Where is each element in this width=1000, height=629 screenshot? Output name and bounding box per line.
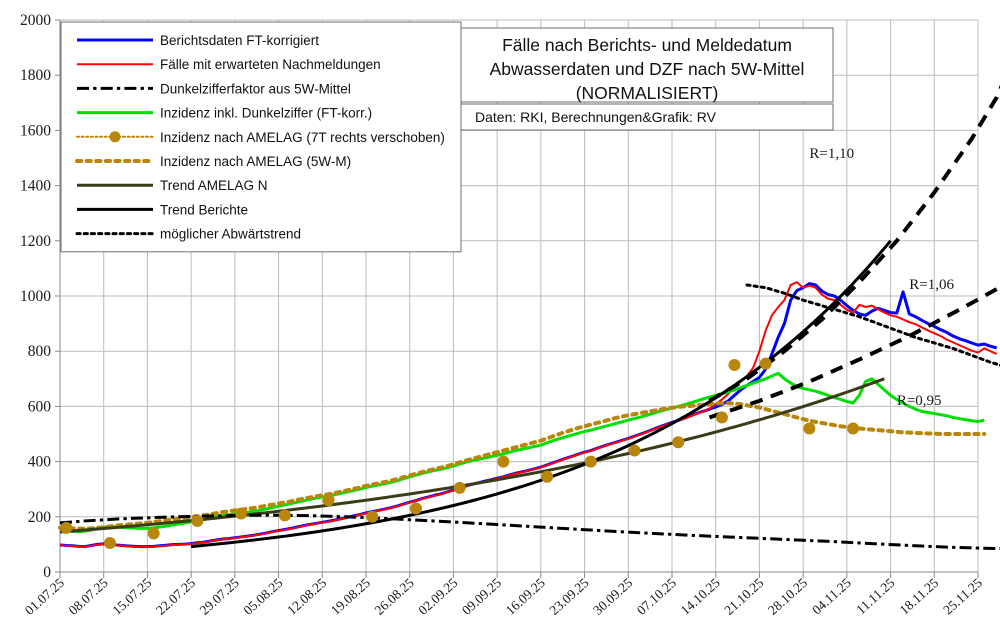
legend-item-label: Trend AMELAG N [160,178,268,193]
y-axis-tick-label: 1000 [20,288,51,305]
x-axis-tick-label: 02.09.25 [415,575,460,618]
x-axis-tick-label: 19.08.25 [328,575,373,618]
y-axis-tick-label: 400 [28,454,52,471]
chart-title-line: Fälle nach Berichts- und Meldedatum [502,35,792,55]
legend-item-label: Inzidenz nach AMELAG (7T rechts verschob… [160,130,445,145]
x-axis-tick-label: 16.09.25 [503,575,548,618]
annotation-r-label: R=1,10 [809,146,854,162]
data-point-marker [453,481,466,494]
x-axis-tick-label: 25.11.25 [940,575,985,618]
y-axis-tick-label: 1400 [20,178,51,195]
data-point-marker [366,510,379,523]
data-point-marker [803,422,816,435]
data-point-marker [628,444,641,457]
x-axis-tick-label: 22.07.25 [153,575,198,618]
x-axis-tick-label: 28.10.25 [765,575,810,618]
y-axis-tick-label: 600 [28,398,52,415]
annotation-layer: R=1,10 R=1,06 R=0,95 [809,146,954,409]
x-axis-tick-label: 29.07.25 [197,575,242,618]
subtitle-box [460,103,834,131]
y-axis-tick-label: 0 [43,564,51,581]
annotation-r-label: R=0,95 [897,393,942,409]
series-line [59,371,985,534]
legend-item-label: möglicher Abwärtstrend [160,227,301,242]
legend-item-label: Trend Berichte [160,202,248,217]
series-line [59,281,998,548]
legend: Berichtsdaten FT-korrigiert Fälle mit erw… [60,21,462,253]
x-axis-tick-label: 26.08.25 [372,575,417,618]
data-point-marker [409,502,422,515]
data-point-marker [728,359,741,371]
x-axis-tick-label: 18.11.25 [897,575,942,618]
data-point-marker [103,537,116,550]
x-axis-tick-label: 14.10.25 [678,575,723,618]
data-point-marker [191,514,204,527]
data-point-marker [235,507,248,520]
chart-subtitle: Daten: RKI, Berechnungen&Grafik: RV [475,109,717,125]
series-line [59,513,1000,551]
data-point-marker [759,357,772,370]
x-axis-tick-label: 08.07.25 [66,575,111,618]
data-point-marker [60,521,73,534]
series-amelag-shifted-markers [60,357,860,550]
x-axis-tick-label: 09.09.25 [459,575,504,618]
legend-item-label: Dunkelzifferfaktor aus 5W-Mittel [160,81,351,96]
series-layer [58,84,1000,551]
data-point-marker [672,436,685,449]
title-box [460,27,834,103]
series-line [190,239,892,549]
data-point-marker [497,455,510,468]
series-line [745,283,1000,367]
data-point-marker [322,494,335,507]
x-axis-tick-label: 15.07.25 [109,575,154,618]
y-axis-tick-label: 2000 [20,12,51,29]
data-point-marker [541,470,554,483]
legend-item-label: Fälle mit erwarteten Nachmeldungen [160,57,381,72]
x-axis-tick-label: 12.08.25 [284,575,329,618]
y-axis-tick-label: 800 [28,343,52,360]
data-point-marker [847,422,860,435]
series-line [58,401,987,531]
y-axis-tick-label: 1200 [20,233,51,250]
chart-title-line: Abwasserdaten und DZF nach 5W-Mittel [490,59,805,79]
annotation-r-label: R=1,06 [909,277,954,293]
x-axis-tick-label: 21.10.25 [721,575,766,618]
data-point-marker [715,411,728,424]
y-axis-tick-label: 1800 [20,67,51,84]
x-axis-tick-label: 07.10.25 [634,575,679,618]
series-line [59,282,998,549]
y-axis-tick-label: 200 [28,509,52,526]
x-axis-tick-label: 23.09.25 [546,575,591,618]
title-block: Fälle nach Berichts- und Meldedatum Abwas… [460,27,834,131]
x-axis-tick-label: 11.11.25 [853,575,898,617]
x-axis-tick-label: 30.09.25 [590,575,635,618]
data-point-marker [584,455,597,468]
y-axis-tick-label: 1600 [20,122,51,139]
data-point-marker [278,509,291,522]
data-point-marker [147,527,160,540]
x-axis-tick-label: 05.08.25 [240,575,285,618]
x-axis-tick-label: 04.11.25 [809,575,854,618]
x-axis-tick-label: 01.07.25 [22,575,67,618]
legend-item-label: Inzidenz inkl. Dunkelziffer (FT-korr.) [160,106,372,121]
legend-item-label: Berichtsdaten FT-korrigiert [160,33,319,48]
legend-item-label: Inzidenz nach AMELAG (5W-M) [160,154,351,169]
chart-title-line: (NORMALISIERT) [576,83,719,103]
legend-swatch-marker [109,131,121,143]
